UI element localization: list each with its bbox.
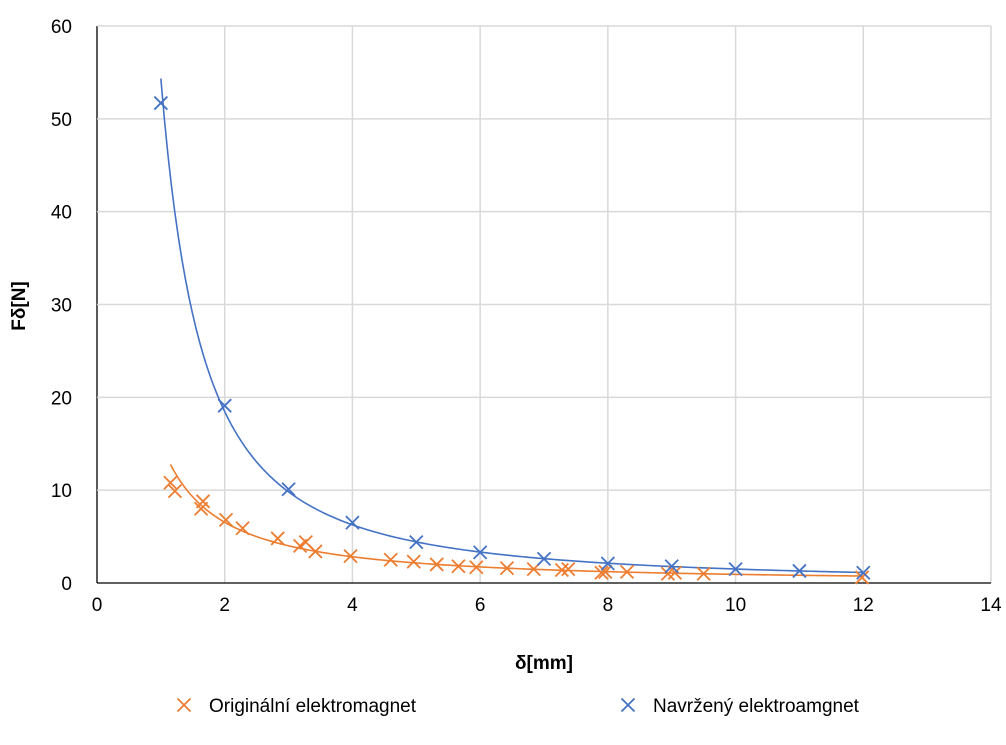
data-point: [153, 95, 168, 111]
x-tick-label: 12: [853, 595, 874, 616]
x-tick-label: 0: [92, 595, 103, 616]
data-point: [217, 398, 232, 413]
y-tick-label: 10: [51, 481, 72, 502]
x-tick-label: 14: [980, 595, 1002, 616]
data-point: [429, 557, 444, 572]
x-tick-label: 10: [725, 595, 746, 616]
data-point: [499, 561, 515, 576]
x-axis-title: δ[mm]: [515, 653, 573, 674]
y-tick-label: 30: [51, 296, 72, 317]
data-point: [854, 570, 870, 585]
legend-label: Originální elektromagnet: [209, 696, 417, 717]
legend-label: Navržený elektroamgnet: [653, 696, 860, 717]
data-point: [728, 561, 743, 577]
y-tick-label: 20: [51, 388, 72, 409]
y-axis-title: Fδ[N]: [9, 281, 30, 331]
data-point: [664, 559, 679, 574]
x-tick-label: 4: [347, 595, 358, 616]
trendlines: [160, 78, 864, 577]
data-point: [473, 545, 488, 560]
grid: [96, 25, 992, 584]
data-point: [235, 521, 250, 536]
data-point: [281, 482, 296, 497]
x-tick-label: 8: [603, 595, 614, 616]
data-point: [409, 535, 424, 550]
data-point: [619, 564, 635, 579]
data-point: [696, 566, 711, 581]
data-point: [383, 552, 398, 567]
data-point: [856, 565, 871, 580]
data-point: [594, 565, 609, 580]
data-point: [561, 561, 576, 577]
data-point: [163, 475, 178, 490]
data-point: [195, 494, 211, 509]
trendline-series-2: [160, 78, 864, 574]
data-point: [792, 563, 807, 579]
data-point: [345, 515, 360, 530]
data-point: [600, 556, 615, 571]
data-point: [536, 551, 552, 566]
data-point: [451, 559, 466, 574]
x-tick-label: 6: [475, 595, 486, 616]
data-point: [406, 554, 421, 569]
data-points: [153, 95, 871, 585]
y-tick-label: 0: [61, 574, 72, 595]
legend-marker: [620, 697, 636, 713]
legend: Originální elektromagnet Navržený elektro…: [176, 696, 860, 717]
legend-marker: [176, 697, 192, 713]
data-point: [598, 564, 613, 579]
data-point: [218, 512, 234, 528]
data-point: [554, 562, 570, 578]
data-point: [469, 560, 484, 575]
trendline-series-1: [169, 463, 864, 577]
data-point: [270, 531, 285, 546]
x-tick-label: 2: [219, 595, 230, 616]
data-point: [167, 483, 183, 499]
y-tick-label: 60: [51, 17, 72, 38]
data-point: [343, 548, 358, 564]
y-tick-label: 40: [51, 203, 72, 224]
data-point: [308, 544, 323, 559]
tick-labels: 0 2 4 6 8 10 12 14 0 10 20 30 40 50 60: [51, 17, 1002, 616]
y-tick-label: 50: [51, 110, 72, 131]
